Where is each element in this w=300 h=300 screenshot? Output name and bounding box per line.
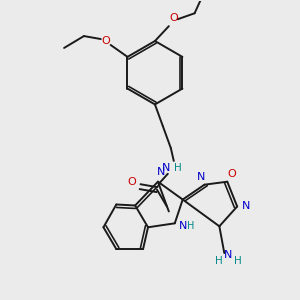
Text: N: N: [178, 221, 187, 231]
Text: H: H: [187, 221, 194, 231]
Text: N: N: [242, 202, 250, 212]
Text: N: N: [157, 167, 165, 177]
Text: H: H: [234, 256, 242, 266]
Text: O: O: [128, 177, 136, 187]
Text: O: O: [101, 36, 110, 46]
Text: O: O: [169, 13, 178, 23]
Text: N: N: [162, 163, 170, 173]
Text: N: N: [224, 250, 232, 260]
Text: O: O: [228, 169, 237, 179]
Text: H: H: [215, 256, 223, 266]
Text: N: N: [197, 172, 206, 182]
Text: H: H: [174, 163, 182, 173]
